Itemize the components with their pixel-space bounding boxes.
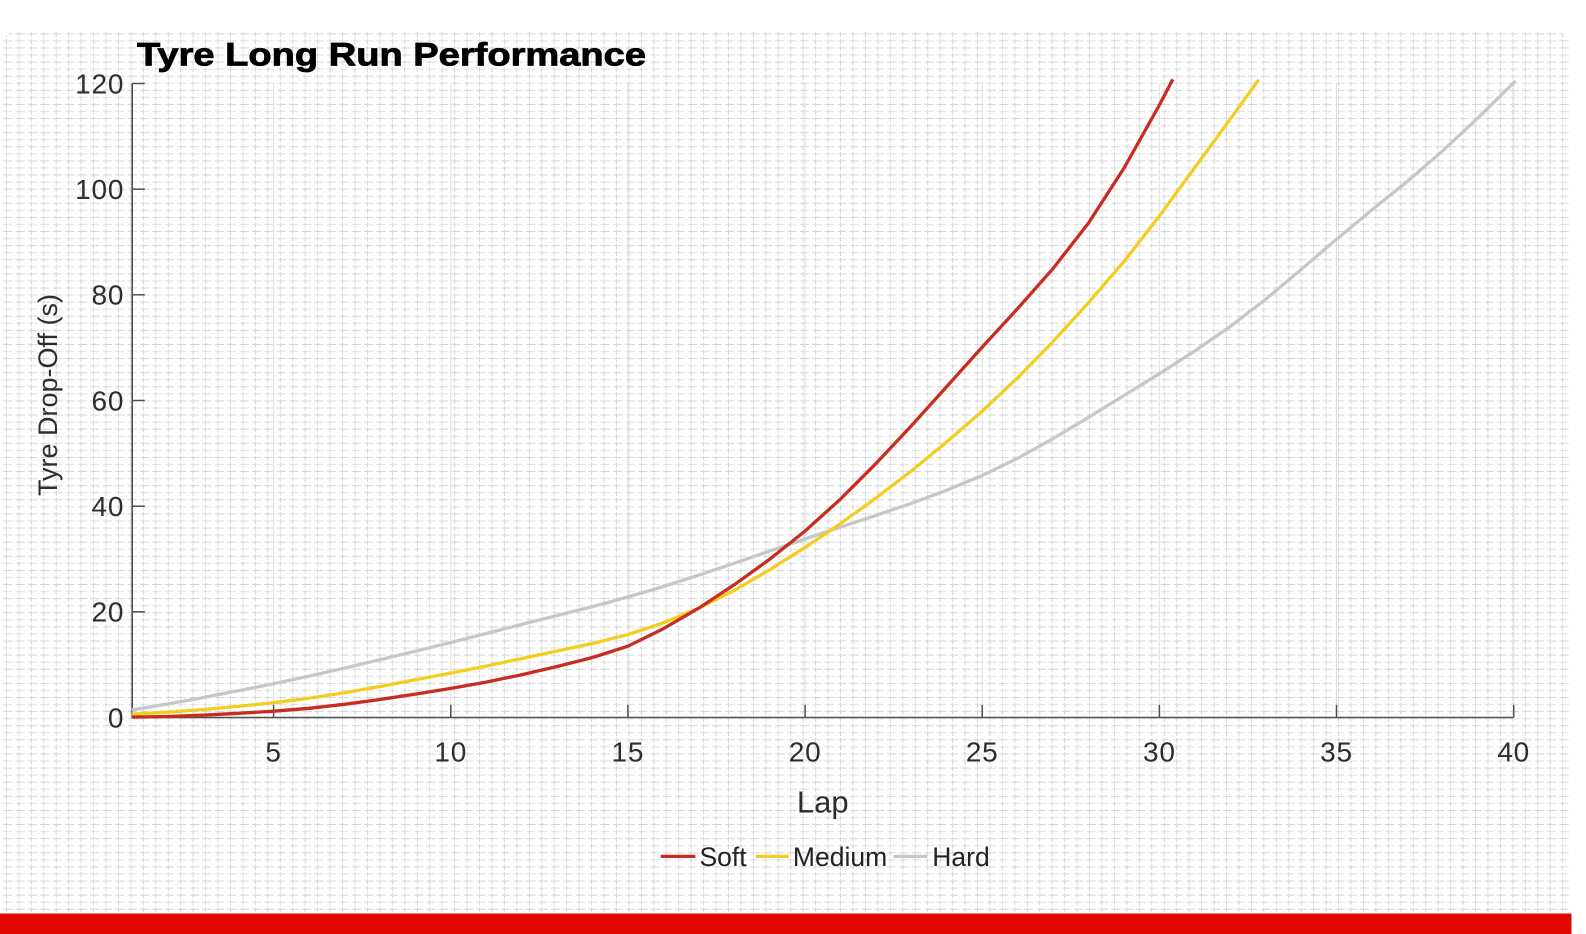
svg-text:5: 5 xyxy=(265,737,281,768)
svg-text:120: 120 xyxy=(75,68,124,99)
svg-text:20: 20 xyxy=(789,737,822,768)
svg-text:80: 80 xyxy=(92,280,125,311)
svg-text:Lap: Lap xyxy=(797,784,849,819)
svg-text:100: 100 xyxy=(75,174,124,205)
svg-text:Tyre Long Run Performance: Tyre Long Run Performance xyxy=(137,37,646,73)
svg-text:35: 35 xyxy=(1320,737,1353,768)
svg-text:Medium: Medium xyxy=(793,842,887,872)
svg-text:30: 30 xyxy=(1143,737,1176,768)
svg-text:0: 0 xyxy=(108,702,124,733)
svg-text:40: 40 xyxy=(1497,737,1530,768)
svg-text:25: 25 xyxy=(966,737,999,768)
svg-text:40: 40 xyxy=(92,491,125,522)
svg-text:10: 10 xyxy=(434,737,467,768)
svg-text:15: 15 xyxy=(612,737,645,768)
svg-text:Soft: Soft xyxy=(700,842,748,872)
svg-text:Tyre Drop-Off (s): Tyre Drop-Off (s) xyxy=(33,294,63,496)
svg-text:20: 20 xyxy=(92,597,125,628)
svg-text:Hard: Hard xyxy=(932,842,989,872)
svg-text:60: 60 xyxy=(92,385,125,416)
